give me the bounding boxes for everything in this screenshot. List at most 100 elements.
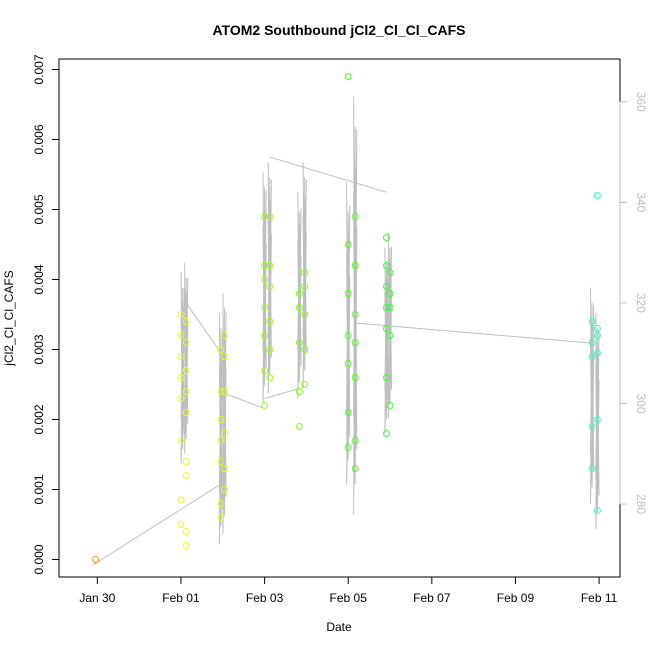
data-point <box>588 423 596 430</box>
x-axis-label: Date <box>326 620 352 634</box>
data-point <box>217 416 225 423</box>
data-point <box>261 213 269 220</box>
data-point <box>182 409 190 416</box>
data-point <box>593 332 601 339</box>
y-axis: 0.000 0.001 0.002 0.003 0.004 0.005 0.006 0.007 <box>32 54 60 575</box>
data-point <box>301 269 309 276</box>
data-point <box>182 542 190 549</box>
data-point <box>351 213 359 220</box>
data-point <box>261 367 269 374</box>
data-point <box>344 444 352 451</box>
y-axis-right: 280 300 320 340 360 <box>619 92 648 514</box>
x-tick-label: Feb 01 <box>162 591 200 605</box>
data-point <box>386 290 394 297</box>
data-point <box>261 276 269 283</box>
y-axis-label: jCl2_Cl_Cl_CAFS <box>2 270 16 366</box>
data-point <box>266 213 274 220</box>
data-point <box>344 241 352 248</box>
y-tick-label: 0.006 <box>32 124 46 154</box>
data-point <box>301 283 309 290</box>
track-profile-line <box>595 312 600 530</box>
data-point <box>182 528 190 535</box>
data-point <box>344 360 352 367</box>
data-point <box>221 332 228 339</box>
data-point <box>182 388 190 395</box>
track-connector-line <box>93 483 222 565</box>
y-right-tick-label: 340 <box>634 192 648 212</box>
data-point <box>386 304 394 311</box>
data-point <box>351 311 359 318</box>
x-tick-label: Feb 05 <box>330 591 368 605</box>
x-axis: Jan 30 Feb 01 Feb 03 Feb 05 Feb 07 Feb 09 Feb … <box>79 576 618 605</box>
data-point <box>177 521 185 528</box>
track-profile-line <box>222 292 227 535</box>
y-right-tick-label: 320 <box>634 293 648 313</box>
data-point <box>217 458 225 465</box>
data-point <box>177 437 185 444</box>
y-tick-label: 0.004 <box>32 264 46 294</box>
data-point <box>177 311 185 318</box>
track-connector-line <box>185 302 222 354</box>
data-point <box>588 465 596 472</box>
track-profile-line <box>218 312 224 545</box>
data-point <box>301 346 309 353</box>
track-connector-line <box>264 387 300 399</box>
data-point <box>383 262 390 269</box>
data-point <box>383 325 390 332</box>
y-tick-label: 0.001 <box>32 474 46 504</box>
data-point <box>177 395 185 402</box>
data-point <box>177 374 185 381</box>
y-tick-label: 0.003 <box>32 334 46 364</box>
track-connector-line <box>224 392 265 409</box>
track-profile-line <box>267 162 272 394</box>
data-point <box>295 339 303 346</box>
data-point <box>383 374 390 381</box>
data-point <box>588 353 596 360</box>
track-connector-line <box>269 156 387 193</box>
y-tick-label: 0.000 <box>32 544 46 574</box>
data-point <box>386 332 394 339</box>
data-point <box>217 346 225 353</box>
x-tick-label: Feb 07 <box>413 591 451 605</box>
x-tick-label: Jan 30 <box>79 591 115 605</box>
track-connector-line <box>355 322 593 344</box>
track-profile-line <box>346 182 351 485</box>
data-points <box>92 73 601 563</box>
data-point <box>217 500 225 507</box>
data-point <box>177 332 185 339</box>
track-profile-line <box>184 262 189 454</box>
data-point <box>593 325 601 332</box>
y-right-tick-label: 280 <box>634 494 648 514</box>
data-point <box>351 374 359 381</box>
data-point <box>266 318 274 325</box>
data-point <box>295 304 303 311</box>
data-point <box>217 514 225 521</box>
data-point <box>386 269 394 276</box>
data-point <box>182 339 190 346</box>
data-point <box>351 339 359 346</box>
y-tick-label: 0.005 <box>32 194 46 224</box>
data-point <box>383 304 390 311</box>
data-point <box>266 283 274 290</box>
data-point <box>383 430 390 437</box>
data-point <box>588 318 596 325</box>
data-point <box>588 339 596 346</box>
track-profile-line <box>384 247 389 434</box>
data-point <box>295 290 303 297</box>
x-tick-label: Feb 03 <box>246 591 284 605</box>
data-point <box>301 381 309 388</box>
y-right-tick-label: 360 <box>634 92 648 112</box>
data-point <box>92 556 100 563</box>
data-point <box>177 496 185 504</box>
data-point <box>593 416 601 423</box>
data-point <box>344 73 352 80</box>
data-point <box>383 234 390 241</box>
data-point <box>266 346 274 353</box>
data-point <box>182 318 190 325</box>
data-point <box>266 262 274 269</box>
data-point <box>593 349 601 357</box>
data-point <box>383 283 390 290</box>
data-point <box>261 402 269 409</box>
data-point <box>351 262 359 269</box>
